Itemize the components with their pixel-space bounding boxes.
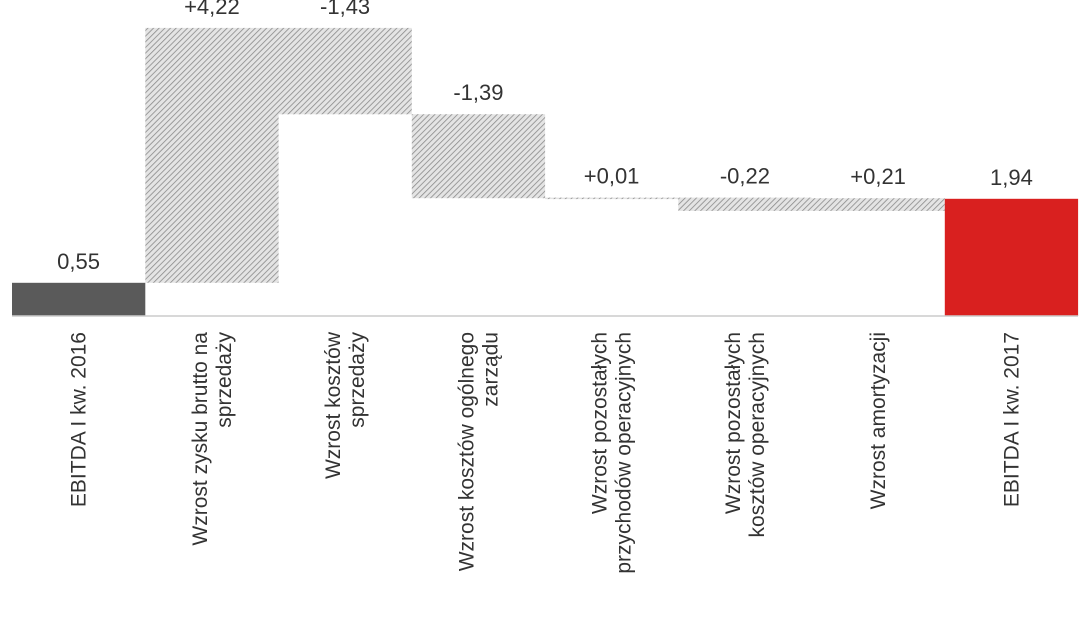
category-label-line: kosztów operacyjnych: [746, 332, 769, 537]
bar-6: [678, 197, 812, 211]
bar-3: [278, 27, 412, 115]
category-label-line: sprzedaży: [213, 332, 236, 428]
value-labels-group: 0,55 +4,22 -1,43 -1,39 +0,01 -0,22 +0,21 1,94: [57, 0, 1033, 274]
category-label-4: Wzrost kosztów ogólnego zarządu: [455, 332, 502, 571]
bar-4: [411, 114, 546, 199]
bar-8: [944, 198, 1079, 316]
category-label-2: Wzrost zysku brutto na sprzedaży: [189, 332, 236, 546]
category-labels-group: EBITDA I kw. 2016 Wzrost zysku brutto na s…: [68, 331, 1024, 573]
category-label-6: Wzrost pozostałych kosztów operacyjnych: [722, 332, 769, 537]
value-label-1: 0,55: [57, 249, 100, 274]
category-label-7: Wzrost amortyzacji: [867, 332, 890, 509]
category-label-line: Wzrost pozostałych: [589, 332, 612, 514]
category-label-1: EBITDA I kw. 2016: [68, 332, 91, 507]
category-label-3: Wzrost kosztów sprzedaży: [322, 331, 369, 479]
category-label-line: EBITDA I kw. 2017: [1000, 332, 1023, 507]
category-label-line: Wzrost kosztów ogólnego: [455, 332, 478, 571]
category-label-8: EBITDA I kw. 2017: [1000, 332, 1023, 507]
category-label-line: Wzrost pozostałych: [722, 332, 745, 514]
category-label-5: Wzrost pozostałych przychodów operacyjnyc…: [589, 332, 636, 574]
bar-1: [12, 282, 146, 316]
category-label-line: Wzrost amortyzacji: [867, 332, 890, 509]
bar-5: [545, 197, 679, 200]
value-label-6: -0,22: [720, 164, 770, 189]
category-label-line: zarządu: [479, 332, 502, 407]
bar-2: [145, 27, 279, 283]
bar-7: [811, 198, 945, 211]
value-label-5: +0,01: [584, 164, 640, 189]
bars-group: [12, 27, 1079, 316]
category-label-line: Wzrost zysku brutto na: [189, 332, 212, 546]
value-label-4: -1,39: [453, 80, 503, 105]
value-label-2: +4,22: [184, 0, 240, 19]
category-label-line: EBITDA I kw. 2016: [68, 332, 91, 507]
category-label-line: Wzrost kosztów: [322, 331, 345, 479]
category-label-line: sprzedaży: [346, 332, 369, 428]
value-label-3: -1,43: [320, 0, 370, 19]
category-label-line: przychodów operacyjnych: [613, 332, 636, 574]
value-label-8: 1,94: [990, 165, 1033, 190]
value-label-7: +0,21: [850, 164, 906, 189]
